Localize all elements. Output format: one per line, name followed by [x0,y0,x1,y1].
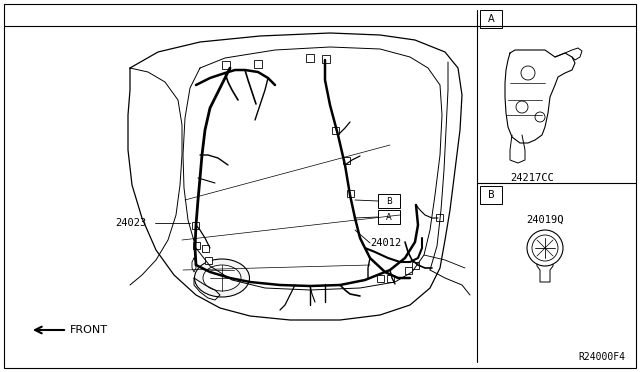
Ellipse shape [203,265,241,291]
Bar [205,257,212,264]
Text: 24019Q: 24019Q [526,215,564,225]
Circle shape [521,66,535,80]
Bar [192,222,199,229]
Bar [378,210,400,224]
Bar [436,214,443,221]
Bar [306,54,314,62]
Circle shape [516,101,528,113]
Bar [387,275,394,282]
Bar [480,10,502,28]
Bar [193,242,200,249]
Bar [480,186,502,204]
Circle shape [532,235,558,261]
Text: A: A [488,14,494,24]
Text: A: A [386,212,392,221]
Bar [222,61,230,69]
Bar [377,275,384,282]
Text: B: B [386,196,392,205]
Circle shape [527,230,563,266]
Bar [405,267,412,274]
Bar [343,157,350,164]
Bar [412,262,419,269]
Ellipse shape [195,259,250,297]
Bar [347,190,354,197]
Text: 24012: 24012 [370,238,401,248]
Bar [322,55,330,63]
Bar [332,127,339,134]
Text: B: B [488,190,494,200]
Text: 24023: 24023 [115,218,147,228]
Bar [254,60,262,68]
Text: 24217CC: 24217CC [510,173,554,183]
Bar [378,194,400,208]
Circle shape [535,112,545,122]
Text: R24000F4: R24000F4 [578,352,625,362]
Bar [202,245,209,252]
Text: FRONT: FRONT [70,325,108,335]
